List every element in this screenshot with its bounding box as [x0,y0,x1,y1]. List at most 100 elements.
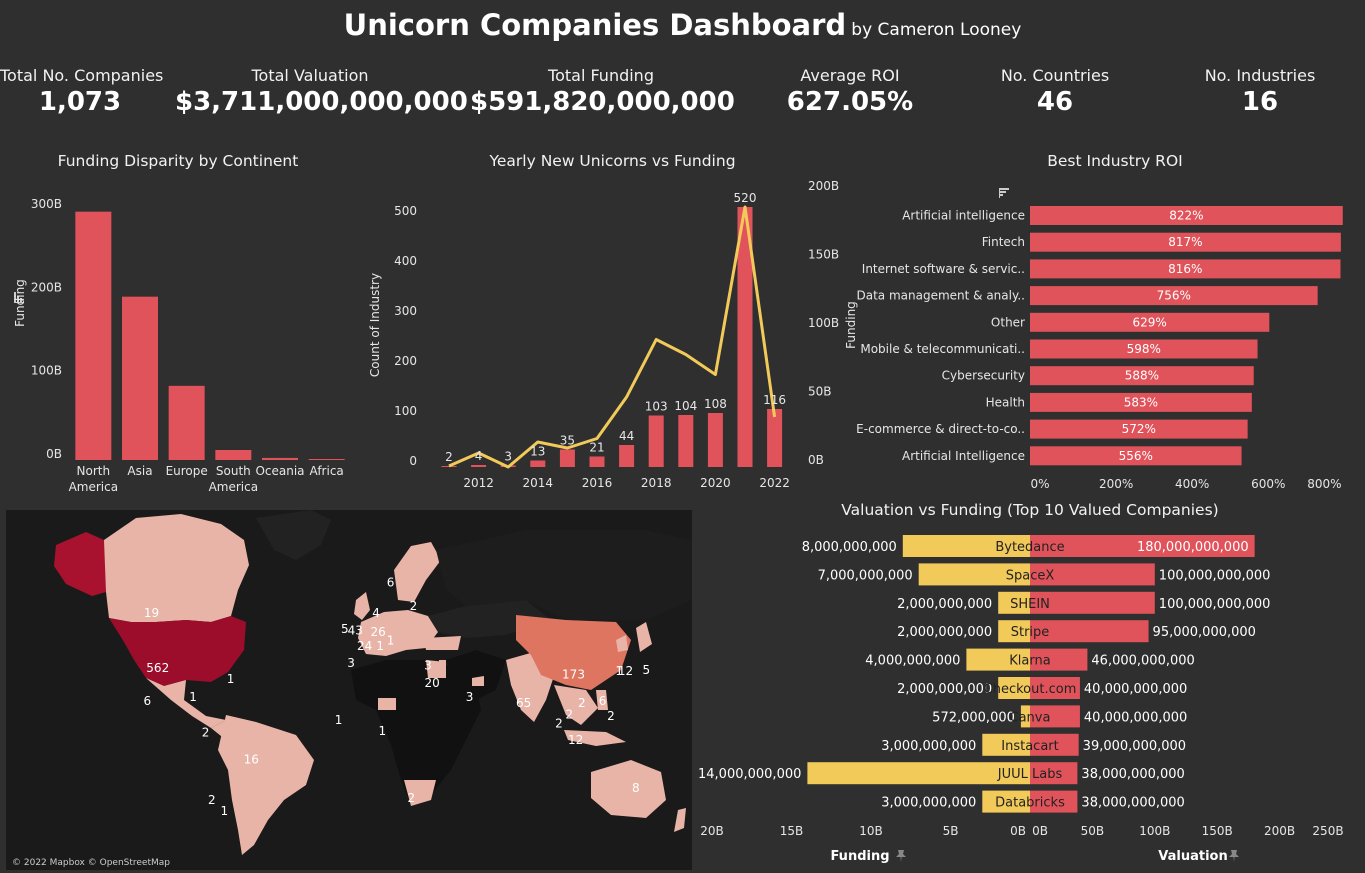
kpi-value: 1,073 [38,87,122,117]
bar[interactable] [1030,232,1341,252]
bar[interactable] [1030,366,1254,386]
valuation-data-label: 180,000,000,000 [1137,540,1249,555]
bar[interactable] [559,449,575,468]
funding-bar[interactable] [998,677,1030,699]
map-count-label: 6 [599,694,607,708]
company-label: Klarna [1009,654,1050,669]
funding-bar[interactable] [1020,705,1030,728]
map-count-label: 4 [372,606,380,620]
map-count-label: 1 [376,639,384,653]
yearly-chart-title: Yearly New Unicorns vs Funding [489,152,736,170]
map-count-label: 65 [516,696,531,710]
funding-bar[interactable] [966,648,1030,671]
funding-tick-label: 10B [859,824,883,838]
bar[interactable] [1030,339,1258,359]
bar[interactable] [441,466,457,467]
map-attribution[interactable]: © 2022 Mapbox © OpenStreetMap [12,858,170,868]
bar[interactable] [1030,206,1343,225]
bar[interactable] [308,459,345,460]
valuation-axis-title: Valuation [1158,849,1239,864]
world-map[interactable]: 19 562 1 6 1 2 16 2 1 6 2 4 5 43 26 24 1 1 3 3 20 3 1 1 173 1 12 5 6… [6,510,692,870]
map-count-label: 16 [244,753,259,767]
funding-bar[interactable] [982,790,1030,813]
map-count-label: 43 [348,624,363,638]
israel-shape [439,660,446,670]
bar[interactable] [168,385,205,460]
bar[interactable] [648,415,664,468]
funding-data-label: 572,000,000 [932,710,1015,725]
bar[interactable] [707,413,723,467]
nigeria-shape [378,698,396,710]
australia-shape [591,760,666,818]
bar[interactable] [589,456,605,468]
category-label: Internet software & servic.. [862,262,1025,276]
valuation-bar[interactable] [1030,591,1155,614]
map-count-label: 1 [227,672,235,686]
pin-icon[interactable] [1229,850,1239,862]
funding-bar[interactable] [902,535,1030,557]
data-label: 13 [530,445,545,459]
bar[interactable] [1030,286,1318,306]
kpi-label: No. Countries [1000,66,1110,85]
bar[interactable] [1030,392,1252,412]
bar[interactable] [215,450,252,460]
x-tick-label: Africa [310,464,344,478]
valuation-bar[interactable] [1030,620,1149,643]
funding-data-label: 4,000,000,000 [865,654,960,669]
funding-bar[interactable] [807,762,1030,785]
x-tick-label: 600% [1251,477,1285,491]
valuation-bar[interactable] [1030,677,1080,699]
valuation-bar[interactable] [1030,733,1079,756]
map-land [54,510,692,855]
valuation-bar[interactable] [1030,762,1078,785]
bar[interactable] [767,409,783,467]
funding-data-label: 8,000,000,000 [802,540,897,555]
bar[interactable] [530,460,546,468]
turkey-shape [424,636,461,650]
valuation-tick-label: 200B [1264,824,1295,838]
map-count-label: 6 [387,575,395,589]
bar[interactable] [75,211,112,460]
bar[interactable] [1030,446,1242,466]
valuation-bar[interactable] [1030,705,1080,728]
bar[interactable] [1030,419,1248,439]
data-label: 572% [1122,422,1156,436]
bar[interactable] [471,465,487,467]
sort-icon[interactable] [14,292,24,303]
alaska-shape [54,532,106,596]
funding-line[interactable] [448,205,777,469]
funding-bar[interactable] [998,591,1030,614]
funding-bar[interactable] [998,620,1030,643]
pin-icon[interactable] [896,850,906,862]
data-label: 756% [1157,289,1191,303]
sort-icon[interactable] [999,188,1009,198]
map-count-label: 1 [220,804,228,818]
valuation-bar[interactable] [1030,535,1255,557]
valuation-bar[interactable] [1030,563,1155,586]
funding-bar[interactable] [982,733,1030,756]
x-tick-label: Oceania [255,464,304,478]
bar[interactable] [262,457,298,460]
mexico-shape [146,678,226,728]
data-label: 817% [1168,235,1202,249]
south-africa-shape [404,780,436,806]
map-count-label: 3 [347,656,355,670]
secondary-tick-label: 0B [808,453,824,467]
bar[interactable] [737,207,753,467]
bar[interactable] [1030,312,1270,332]
x-tick-label: Europe [166,464,208,478]
kpi-label: Total Funding [548,66,654,85]
yearly-unicorns-chart: 0 100 200 300 400 500 2012 2014 2016 2018 2020 2022… [368,191,790,490]
bar[interactable] [619,445,635,467]
bar[interactable] [122,296,158,460]
bar[interactable] [678,415,694,467]
kpi-countries: No. Countries 46 [985,66,1125,117]
valuation-bar[interactable] [1030,790,1078,813]
y-tick-label: 100B [31,364,62,378]
valuation-bar[interactable] [1030,648,1088,671]
funding-bar[interactable] [918,563,1030,586]
bar[interactable] [1030,259,1341,279]
y-tick-label: 300B [31,197,62,211]
indonesia-shape [564,730,626,746]
